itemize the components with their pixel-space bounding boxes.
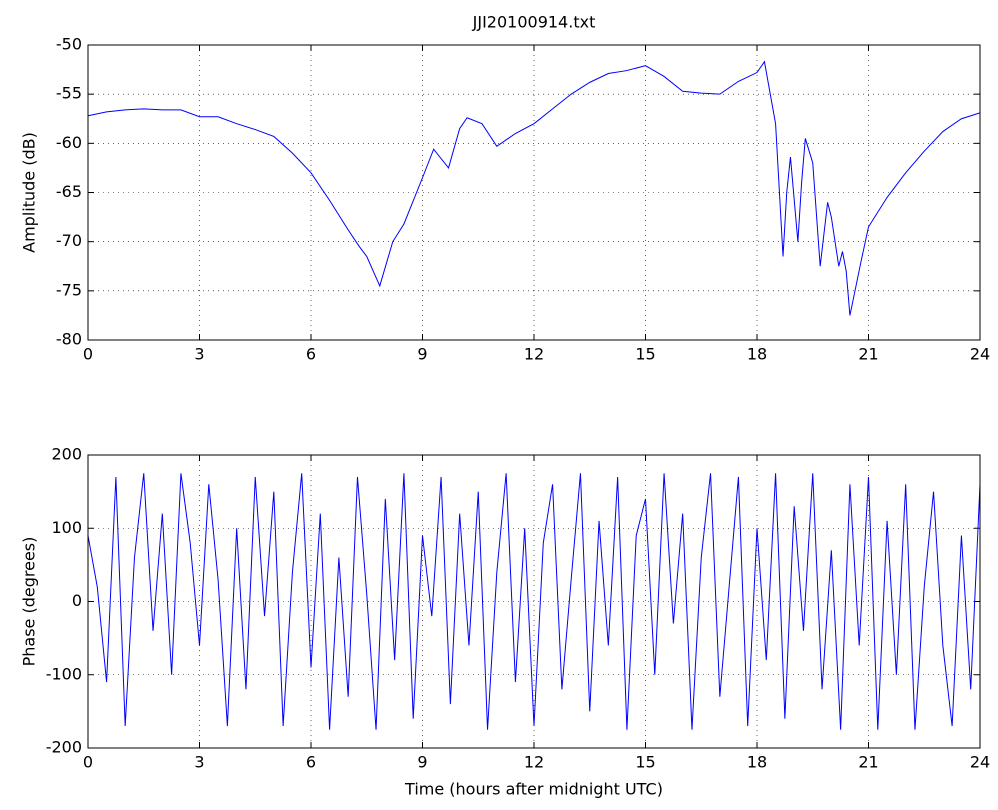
axes-frame xyxy=(87,454,981,749)
axes-frame xyxy=(87,44,981,341)
y-tick-label: 100 xyxy=(51,518,82,537)
y-tick-label: -65 xyxy=(56,182,82,201)
x-tick-label: 21 xyxy=(858,345,878,364)
x-tick-label: 15 xyxy=(635,345,655,364)
y-tick-label: -80 xyxy=(56,330,82,349)
x-tick-label: 18 xyxy=(747,345,767,364)
x-tick-label: 9 xyxy=(417,753,427,772)
y-axis-label: Phase (degrees) xyxy=(20,537,39,667)
x-tick-label: 9 xyxy=(417,345,427,364)
x-tick-label: 6 xyxy=(306,345,316,364)
data-line xyxy=(87,473,981,730)
x-tick-label: 12 xyxy=(524,753,544,772)
x-tick-label: 24 xyxy=(970,345,990,364)
y-tick-label: -50 xyxy=(56,35,82,54)
x-tick-label: 24 xyxy=(970,753,990,772)
x-tick-label: 15 xyxy=(635,753,655,772)
y-tick-label: -60 xyxy=(56,133,82,152)
data-line xyxy=(87,60,981,316)
x-tick-label: 3 xyxy=(194,345,204,364)
x-tick-label: 3 xyxy=(194,753,204,772)
y-tick-label: 200 xyxy=(51,445,82,464)
y-tick-label: 0 xyxy=(72,591,82,610)
x-tick-label: 12 xyxy=(524,345,544,364)
y-tick-label: -70 xyxy=(56,231,82,250)
x-tick-label: 21 xyxy=(858,753,878,772)
y-tick-label: -55 xyxy=(56,84,82,103)
x-tick-label: 0 xyxy=(83,345,93,364)
x-tick-label: 6 xyxy=(306,753,316,772)
x-tick-label: 18 xyxy=(747,753,767,772)
x-tick-label: 0 xyxy=(83,753,93,772)
x-axis-label: Time (hours after midnight UTC) xyxy=(404,780,663,799)
y-tick-label: -75 xyxy=(56,280,82,299)
chart-title: JJI20100914.txt xyxy=(472,13,596,32)
y-tick-label: -100 xyxy=(46,664,82,683)
y-axis-label: Amplitude (dB) xyxy=(20,132,39,253)
y-tick-label: -200 xyxy=(46,738,82,757)
